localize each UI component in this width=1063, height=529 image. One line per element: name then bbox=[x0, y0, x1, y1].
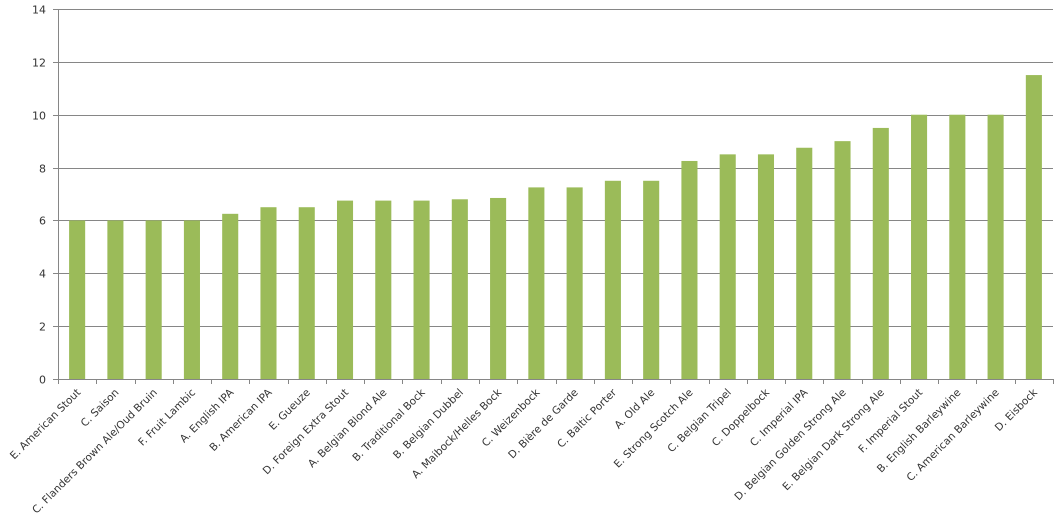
bar bbox=[1025, 75, 1042, 380]
bar bbox=[681, 160, 698, 379]
bar bbox=[566, 187, 583, 379]
bar bbox=[413, 200, 430, 379]
x-tick-label: E. American Stout bbox=[8, 387, 83, 462]
bar bbox=[604, 180, 621, 379]
gridlines bbox=[58, 9, 1053, 327]
bar bbox=[69, 220, 86, 379]
bar bbox=[872, 127, 889, 379]
x-tick-label: D. Bière de Garde bbox=[506, 387, 581, 462]
bar bbox=[375, 200, 392, 379]
bar bbox=[757, 154, 775, 379]
x-tick-label: F. Imperial Stout bbox=[856, 387, 925, 456]
y-tick-label: 2 bbox=[39, 321, 46, 334]
bar bbox=[643, 180, 660, 379]
bar bbox=[987, 114, 1004, 379]
y-tick-label: 14 bbox=[32, 4, 46, 17]
bar bbox=[451, 199, 468, 379]
y-tick-label: 0 bbox=[39, 374, 46, 387]
y-tick-label: 6 bbox=[39, 215, 46, 228]
bar bbox=[490, 197, 507, 379]
y-tick-label: 8 bbox=[39, 163, 46, 176]
bar bbox=[145, 220, 162, 379]
bar bbox=[528, 187, 545, 379]
x-tick-label: B. Belgian Dubbel bbox=[391, 387, 466, 462]
y-tick-label: 10 bbox=[32, 110, 46, 123]
y-tick-label: 4 bbox=[39, 268, 46, 281]
bar bbox=[298, 207, 315, 379]
bar bbox=[949, 114, 966, 379]
bar bbox=[183, 220, 200, 379]
bar bbox=[911, 114, 928, 379]
x-tick-label: B. Traditional Bock bbox=[350, 386, 428, 464]
axes bbox=[58, 9, 1054, 384]
bar bbox=[222, 213, 239, 379]
bar bbox=[796, 147, 813, 379]
bar bbox=[107, 220, 124, 379]
bar bbox=[336, 200, 354, 379]
bars bbox=[69, 75, 1042, 380]
y-axis-ticks: 0 2 4 6 8 10 12 14 bbox=[32, 4, 58, 387]
y-tick-label: 12 bbox=[32, 57, 46, 70]
bar bbox=[260, 207, 277, 379]
bar bbox=[719, 154, 736, 379]
bar bbox=[834, 141, 851, 379]
x-tick-label: D. Eisbock bbox=[993, 386, 1041, 434]
